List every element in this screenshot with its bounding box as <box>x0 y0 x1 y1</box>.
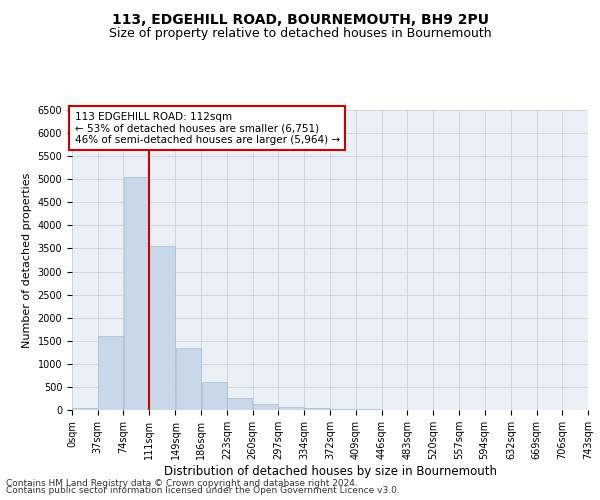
Y-axis label: Number of detached properties: Number of detached properties <box>22 172 32 348</box>
Text: 113, EDGEHILL ROAD, BOURNEMOUTH, BH9 2PU: 113, EDGEHILL ROAD, BOURNEMOUTH, BH9 2PU <box>112 12 488 26</box>
Text: Size of property relative to detached houses in Bournemouth: Size of property relative to detached ho… <box>109 28 491 40</box>
Text: Contains public sector information licensed under the Open Government Licence v3: Contains public sector information licen… <box>6 486 400 495</box>
Bar <box>253 404 278 410</box>
Bar <box>98 336 123 410</box>
Bar <box>73 408 97 410</box>
Bar <box>331 408 356 410</box>
Bar <box>149 246 175 410</box>
Bar <box>176 348 201 410</box>
Bar <box>227 398 252 410</box>
X-axis label: Distribution of detached houses by size in Bournemouth: Distribution of detached houses by size … <box>163 465 497 478</box>
Bar <box>304 408 330 410</box>
Bar <box>278 406 304 410</box>
Text: 113 EDGEHILL ROAD: 112sqm
← 53% of detached houses are smaller (6,751)
46% of se: 113 EDGEHILL ROAD: 112sqm ← 53% of detac… <box>74 112 340 144</box>
Bar <box>124 177 149 410</box>
Bar <box>202 382 227 410</box>
Text: Contains HM Land Registry data © Crown copyright and database right 2024.: Contains HM Land Registry data © Crown c… <box>6 478 358 488</box>
